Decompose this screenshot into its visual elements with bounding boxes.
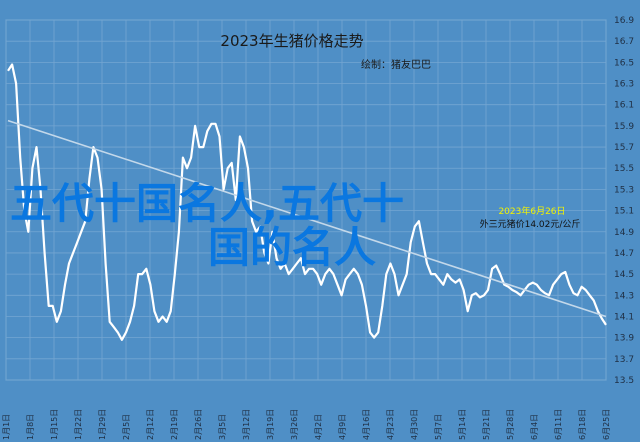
watermark-line-2: 国的名人 <box>208 223 376 272</box>
y-tick-label: 13.7 <box>614 355 634 365</box>
x-tick-label: 3月5日 <box>218 414 227 440</box>
x-tick-label: 1月29日 <box>98 409 107 440</box>
y-tick-label: 13.5 <box>614 376 634 386</box>
x-tick-label: 6月4日 <box>530 414 539 440</box>
x-tick-label: 4月30日 <box>410 409 419 440</box>
x-tick-label: 1月8日 <box>26 414 35 440</box>
x-tick-label: 3月19日 <box>266 409 275 440</box>
watermark-line-1: 五代十国名人,五代十 <box>10 179 404 228</box>
x-tick-label: 5月28日 <box>506 409 515 440</box>
series-lines <box>7 63 607 341</box>
x-tick-label: 1月15日 <box>50 409 59 440</box>
chart-title: 2023年生猪价格走势 <box>220 32 363 50</box>
x-tick-label: 4月2日 <box>314 414 323 440</box>
x-tick-label: 2月12日 <box>146 409 155 440</box>
y-tick-label: 16.3 <box>614 80 634 90</box>
x-axis-ticks: 1月1日 1月8日 1月15日 1月22日 1月29日 2月5日 2月12日 2月19日 2月2… <box>2 409 611 440</box>
y-tick-label: 13.9 <box>614 334 634 344</box>
x-tick-label: 2月19日 <box>170 409 179 440</box>
x-tick-label: 4月23日 <box>386 409 395 440</box>
annotation-date: 2023年6月26日 <box>498 205 565 217</box>
x-tick-label: 1月1日 <box>2 414 11 440</box>
annotation-price: 外三元猪价14.02元/公斤 <box>480 218 581 230</box>
x-tick-label: 5月14日 <box>458 409 467 440</box>
x-tick-label: 6月11日 <box>554 409 563 440</box>
y-tick-label: 15.3 <box>614 185 634 195</box>
y-tick-label: 16.7 <box>614 37 634 47</box>
x-tick-label: 5月7日 <box>434 414 443 440</box>
x-tick-label: 4月9日 <box>338 414 347 440</box>
y-tick-label: 14.7 <box>614 249 634 259</box>
x-tick-label: 4月16日 <box>362 409 371 440</box>
y-tick-label: 14.3 <box>614 291 634 301</box>
x-tick-label: 2月26日 <box>194 409 203 440</box>
x-tick-label: 6月25日 <box>602 409 611 440</box>
y-tick-label: 15.5 <box>614 164 634 174</box>
y-axis-ticks: 16.9 16.7 16.5 16.3 16.1 15.9 15.7 15.5 15.3 15.1… <box>614 16 634 386</box>
x-tick-label: 1月22日 <box>74 409 83 440</box>
y-tick-label: 14.9 <box>614 228 634 238</box>
y-tick-label: 15.9 <box>614 122 634 132</box>
x-tick-label: 6月18日 <box>578 409 587 440</box>
y-tick-label: 16.5 <box>614 58 634 68</box>
watermark-text: 五代十国名人,五代十 <box>10 179 404 228</box>
y-tick-label: 14.1 <box>614 312 634 322</box>
y-tick-label: 16.9 <box>614 16 634 26</box>
y-tick-label: 16.1 <box>614 101 634 111</box>
x-tick-label: 3月12日 <box>242 409 251 440</box>
y-tick-label: 14.5 <box>614 270 634 280</box>
y-tick-label: 15.7 <box>614 143 634 153</box>
series-line-trend <box>7 119 607 318</box>
x-tick-label: 5月21日 <box>482 409 491 440</box>
y-tick-label: 15.1 <box>614 207 634 217</box>
x-tick-label: 3月26日 <box>290 409 299 440</box>
series-line-price <box>7 63 607 341</box>
chart-subtitle: 绘制：猪友巴巴 <box>361 58 431 71</box>
x-tick-label: 2月5日 <box>122 414 131 440</box>
